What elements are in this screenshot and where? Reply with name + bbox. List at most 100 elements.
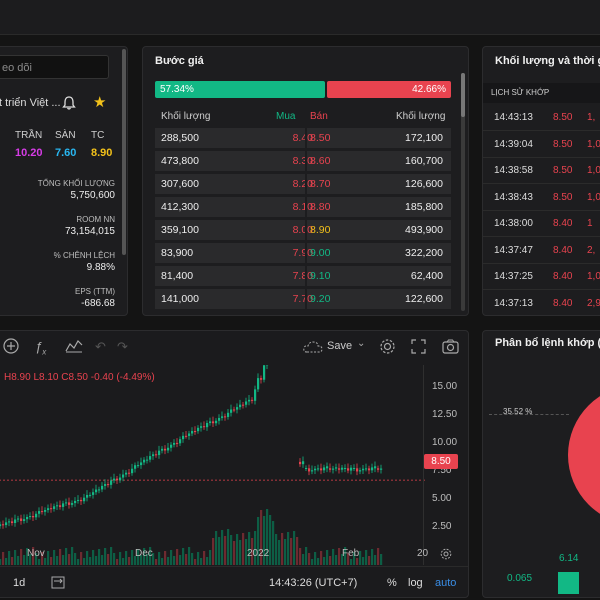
order-book-row[interactable]: 359,100 8.00 8.90 493,900 <box>155 220 451 240</box>
interval-1d-button[interactable]: 1d <box>13 577 26 589</box>
distribution-small-value: 0.065 <box>507 573 533 584</box>
volume-bar <box>323 557 326 565</box>
volume-bar <box>95 556 98 565</box>
candle-body <box>329 468 332 470</box>
percent-toggle[interactable]: % <box>387 577 397 589</box>
candle-body <box>5 522 8 526</box>
order-book-scrollbar[interactable] <box>461 73 465 311</box>
order-book-row[interactable]: 141,000 7.70 9.20 122,600 <box>155 289 451 309</box>
volume-bar <box>305 547 308 565</box>
candle-body <box>110 480 113 485</box>
candle-body <box>143 459 146 463</box>
ask-price: 8.70 <box>310 178 331 190</box>
order-book-row[interactable]: 288,500 8.40 8.50 172,100 <box>155 128 451 148</box>
volume-bar <box>32 547 35 565</box>
star-icon[interactable]: ★ <box>93 94 107 111</box>
volume-bar <box>74 553 77 565</box>
candle-body <box>224 416 227 418</box>
candle-body <box>260 378 263 380</box>
candle-body <box>44 510 47 512</box>
volume-bar <box>14 550 17 565</box>
candle-body <box>155 454 158 456</box>
last-price-tag: 8.50 <box>424 454 458 469</box>
volume-bar <box>302 554 305 565</box>
candle-body <box>341 467 344 470</box>
trade-price: 8.40 <box>553 218 573 229</box>
bid-price: 8.20 <box>292 178 313 190</box>
candle-body <box>212 421 215 424</box>
volume-bar <box>143 548 146 565</box>
trade-history-panel: Khối lượng và thời gian LỊCH SỬ KHỚP 14:… <box>482 46 600 316</box>
indicators-icon[interactable] <box>65 339 83 353</box>
trade-row: 14:38:43 8.50 1,0 <box>483 184 600 211</box>
bid-price: 8.10 <box>292 201 313 213</box>
volume-bar <box>59 549 62 565</box>
log-toggle[interactable]: log <box>408 577 423 589</box>
volume-bar <box>245 539 248 565</box>
candle-body <box>86 494 89 498</box>
candle-body <box>74 500 77 504</box>
trade-price: 8.50 <box>553 138 573 150</box>
order-book-row[interactable]: 307,600 8.20 8.70 126,600 <box>155 174 451 194</box>
volume-bar <box>35 553 38 565</box>
volume-bar <box>20 549 23 565</box>
candle-body <box>368 468 371 471</box>
fullscreen-icon[interactable] <box>411 339 426 354</box>
candle-body <box>8 521 11 523</box>
candle-body <box>164 448 167 451</box>
candle-body <box>338 468 341 470</box>
volume-bar <box>56 556 59 565</box>
candle-body <box>92 492 95 495</box>
function-icon[interactable]: ƒx <box>35 339 47 357</box>
price-chart-panel: ƒx ↶ ↷ Save ⌄ H8.90 L8.10 C8.50 -0.40 (-… <box>0 330 469 598</box>
order-book-row[interactable]: 412,300 8.10 8.80 185,800 <box>155 197 451 217</box>
candle-body <box>311 470 314 472</box>
volume-bar <box>233 541 236 565</box>
volume-bar <box>284 539 287 565</box>
ohlc-legend: H8.90 L8.10 C8.50 -0.40 (-4.49%) <box>4 372 155 383</box>
sell-header: Bán <box>310 111 328 122</box>
bid-price: 7.80 <box>292 270 313 282</box>
candle-body <box>353 468 356 470</box>
volume-bar <box>140 555 143 565</box>
undo-icon[interactable]: ↶ <box>95 339 106 354</box>
bell-icon[interactable] <box>61 95 77 111</box>
company-name: t triển Việt ... <box>0 97 61 109</box>
candle-body <box>113 478 116 481</box>
gear-icon[interactable] <box>379 338 396 355</box>
add-indicator-icon[interactable] <box>3 338 19 354</box>
order-book-row[interactable]: 83,900 7.90 9.00 322,200 <box>155 243 451 263</box>
axis-settings-icon[interactable] <box>440 548 452 560</box>
chevron-down-icon[interactable]: ⌄ <box>357 338 366 349</box>
candlestick-plot[interactable] <box>0 365 425 565</box>
auto-toggle[interactable]: auto <box>435 577 457 589</box>
volume-bar <box>308 553 311 565</box>
order-book-row[interactable]: 473,800 8.30 8.60 160,700 <box>155 151 451 171</box>
candle-body <box>26 516 29 520</box>
y-tick: 15.00 <box>432 381 458 392</box>
compare-range-icon[interactable] <box>51 576 65 589</box>
volume-bar <box>182 548 185 565</box>
candle-body <box>215 420 218 424</box>
order-book-scroll-thumb[interactable] <box>461 73 465 117</box>
watch-search-input[interactable]: eo dõi <box>0 55 109 79</box>
candle-body <box>137 465 140 467</box>
info-scrollbar[interactable] <box>122 49 126 255</box>
ask-price: 9.10 <box>310 270 331 282</box>
save-button[interactable]: Save <box>327 340 353 352</box>
volume-bar <box>296 537 299 565</box>
volume-bar <box>272 521 275 565</box>
volume-bar <box>8 551 11 565</box>
volume-bar <box>332 549 335 565</box>
trade-row: 14:37:47 8.40 2, <box>483 237 600 264</box>
volume-bar <box>155 559 158 565</box>
distribution-bar <box>558 572 579 594</box>
candle-body <box>254 389 257 401</box>
volume-bar <box>164 551 167 565</box>
camera-icon[interactable] <box>442 339 459 354</box>
candle-body <box>251 399 254 401</box>
order-book-row[interactable]: 81,400 7.80 9.10 62,400 <box>155 266 451 286</box>
trade-volume: 1 <box>587 218 593 229</box>
candle-body <box>236 407 239 410</box>
redo-icon[interactable]: ↷ <box>117 339 128 354</box>
